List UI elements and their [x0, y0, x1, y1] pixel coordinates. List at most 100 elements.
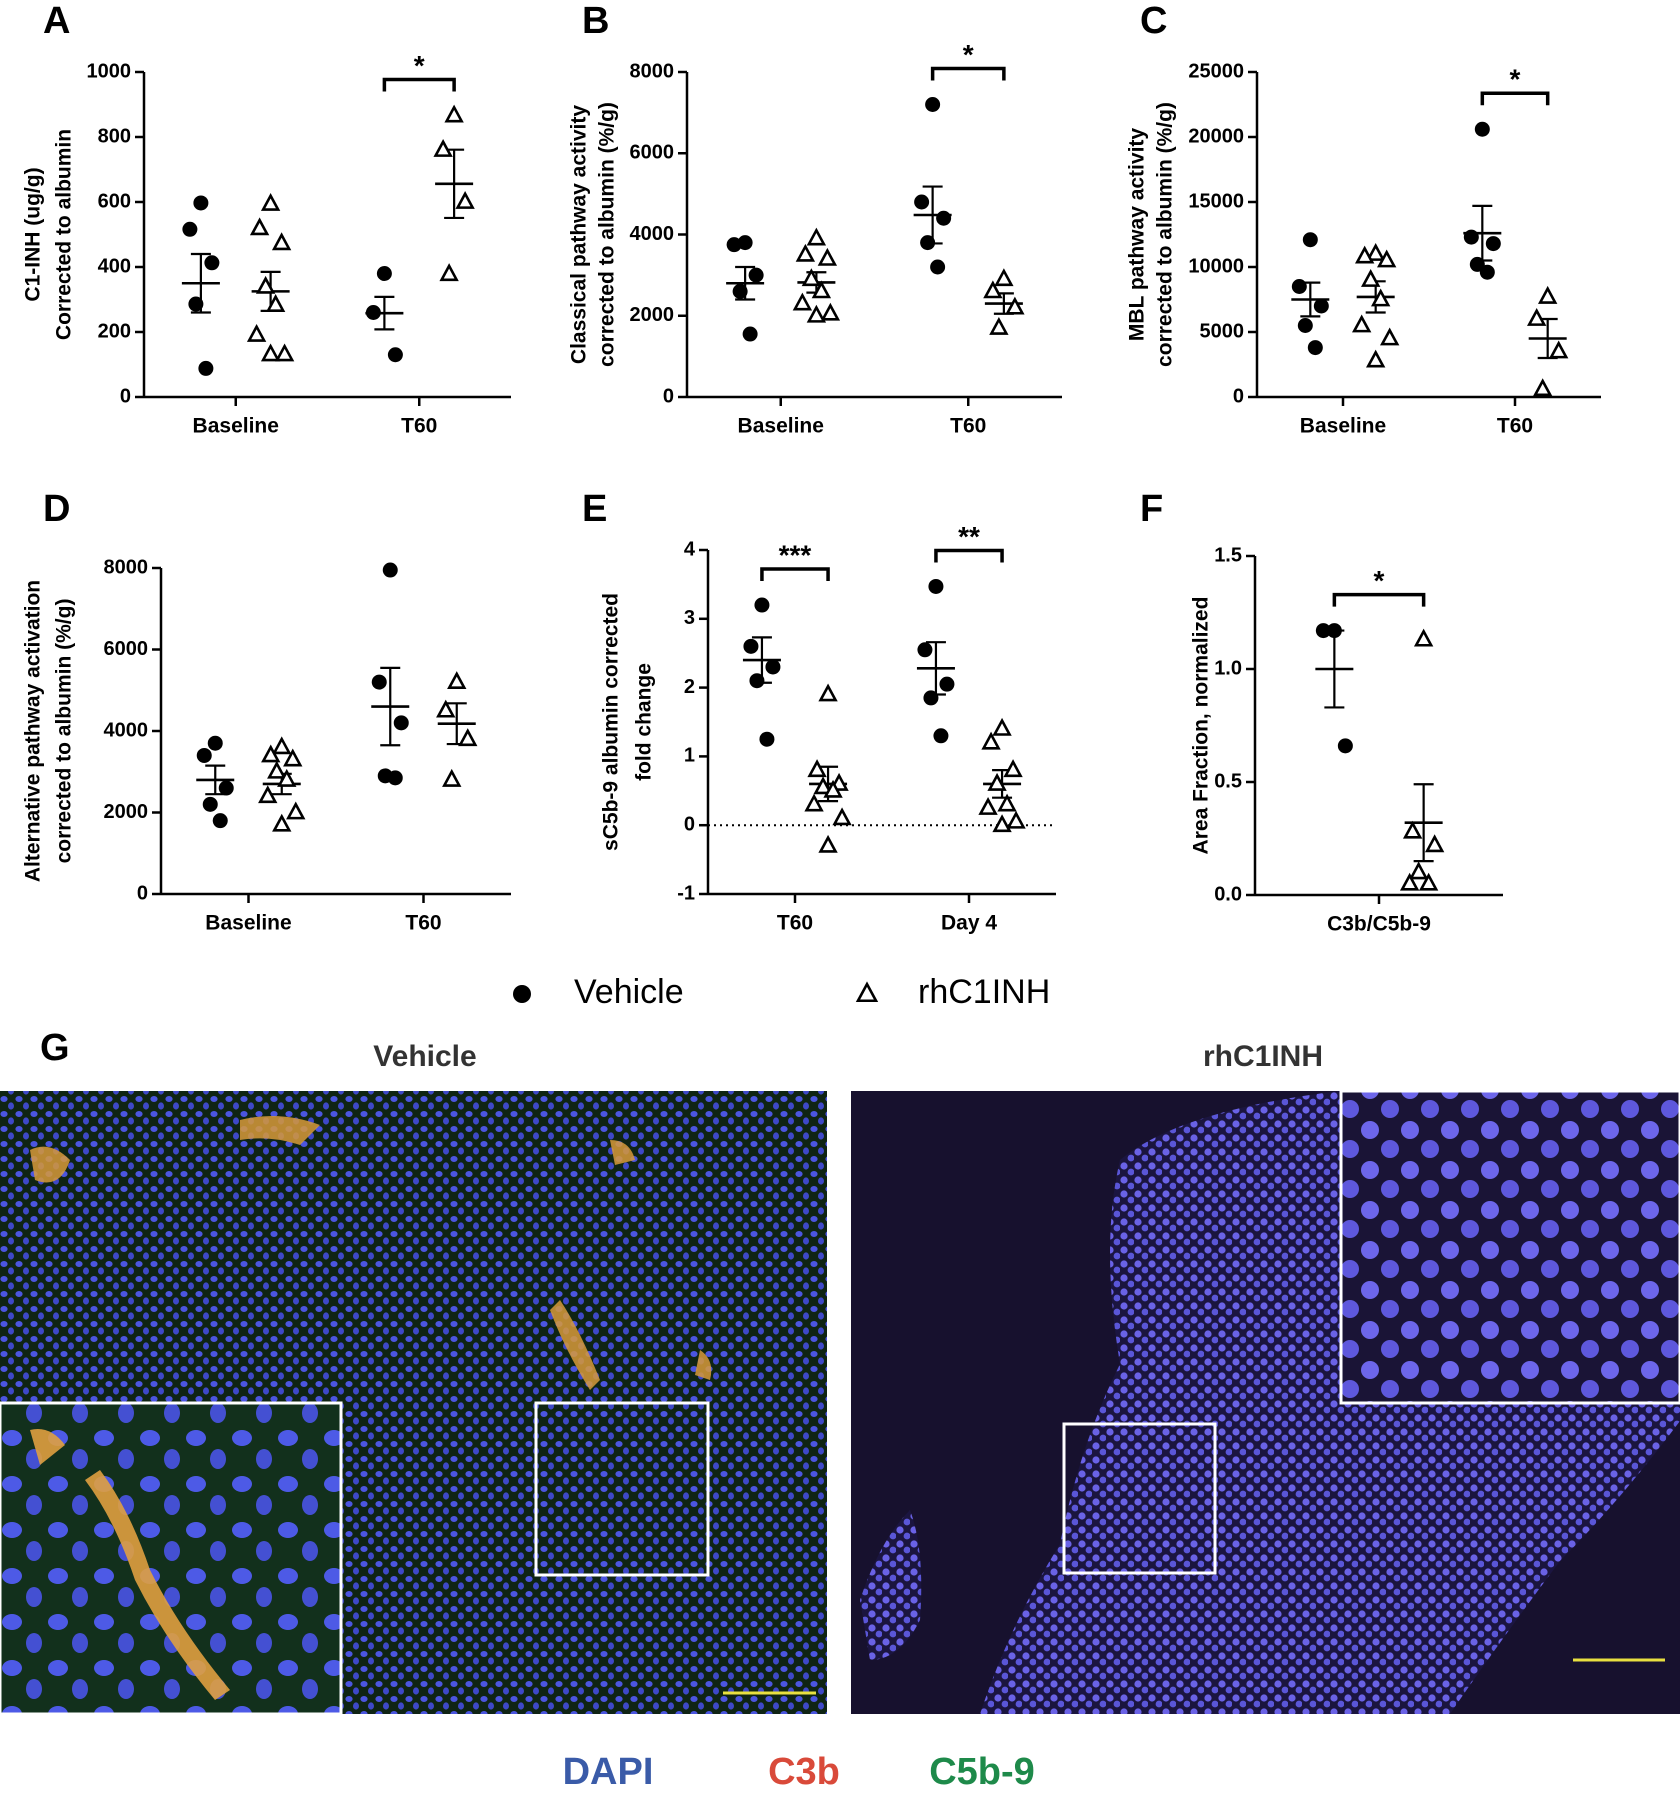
x-tick-label: Baseline: [205, 912, 291, 935]
y-tick-label: 1.5: [1214, 544, 1242, 566]
y-tick-label: 2000: [630, 304, 675, 326]
data-point: [983, 280, 1003, 299]
data-point: [255, 275, 276, 294]
data-point: [1485, 236, 1501, 252]
data-point: [1418, 872, 1439, 891]
rhc1inh-inset: [1339, 1089, 1680, 1405]
data-point: [218, 780, 234, 796]
data-point: [818, 834, 838, 853]
stain-label: DAPI: [563, 1751, 654, 1793]
data-point: [1537, 285, 1558, 304]
image-title: rhC1INH: [1203, 1040, 1323, 1073]
y-tick-label: 0: [684, 813, 695, 835]
data-point: [1548, 340, 1569, 359]
data-point: [260, 192, 281, 211]
panel-label: B: [582, 0, 609, 42]
data-point: [923, 690, 939, 706]
data-point: [1379, 327, 1400, 346]
data-point: [1413, 628, 1434, 647]
y-tick-label: 0.5: [1214, 770, 1242, 792]
y-tick-label: 5000: [1200, 320, 1245, 342]
data-point: [813, 776, 833, 795]
x-tick-label: T60: [1497, 415, 1533, 438]
y-tick-label: 400: [98, 255, 131, 277]
data-point: [1370, 288, 1391, 307]
y-axis-label: corrected to albumin (%/g): [53, 599, 76, 864]
tissue: [860, 1510, 922, 1660]
data-point: [925, 97, 941, 112]
data-point: [1351, 314, 1372, 333]
data-point: [387, 770, 403, 786]
x-tick-label: T60: [950, 415, 986, 438]
x-tick-label: Baseline: [1300, 415, 1386, 438]
data-point: [928, 578, 944, 594]
data-point: [1326, 623, 1342, 639]
data-point: [1003, 759, 1023, 778]
x-tick-label: Day 4: [941, 912, 997, 935]
x-tick-label: T60: [405, 912, 441, 935]
y-axis-label: Alternative pathway activation: [22, 580, 45, 882]
data-point: [1402, 820, 1423, 839]
y-tick-label: 1: [684, 745, 695, 767]
y-tick-label: 20000: [1188, 125, 1244, 147]
y-axis-label: Corrected to albumin: [53, 129, 76, 340]
data-point: [444, 104, 464, 123]
data-point: [1297, 318, 1313, 333]
data-point: [283, 748, 303, 767]
panel-label: G: [40, 1027, 70, 1069]
y-tick-label: 4000: [630, 223, 675, 245]
data-point: [917, 642, 933, 658]
data-point: [393, 715, 409, 731]
y-tick-label: 0: [137, 882, 148, 904]
data-point: [997, 793, 1017, 812]
data-point: [811, 280, 832, 299]
x-tick-label: Baseline: [193, 415, 279, 438]
significance-label: *: [414, 50, 425, 81]
y-tick-label: 2000: [104, 801, 149, 823]
data-point: [795, 243, 816, 262]
data-point: [1376, 249, 1397, 268]
data-point: [765, 659, 781, 675]
data-point: [447, 671, 467, 690]
data-point: [1399, 872, 1420, 891]
y-axis-label: MBL pathway activity: [1126, 128, 1149, 341]
inset-box: [1062, 1422, 1217, 1575]
data-point: [433, 139, 453, 157]
y-tick-label: 10000: [1188, 255, 1244, 277]
panel: C MBL pathway activity corrected to albumi…: [1126, 0, 1601, 438]
data-point: [823, 779, 843, 798]
data-point: [817, 247, 838, 266]
vehicle-inset: [0, 1401, 343, 1716]
data-point: [286, 801, 306, 820]
data-point: [1313, 298, 1329, 314]
significance-bracket: [1332, 592, 1426, 607]
image-title: Vehicle: [373, 1040, 476, 1073]
legend-marker: [855, 981, 879, 1003]
data-point: [260, 343, 281, 362]
data-point: [442, 768, 462, 787]
x-tick-label: T60: [777, 912, 813, 935]
data-point: [806, 304, 827, 323]
panel-label: F: [1140, 488, 1163, 530]
data-point: [193, 195, 209, 211]
y-axis-label: Classical pathway activity: [568, 105, 591, 364]
data-point: [1526, 308, 1547, 326]
y-tick-label: 2: [684, 676, 695, 698]
data-point: [261, 744, 281, 763]
data-point: [726, 237, 742, 253]
significance-bracket: [1480, 91, 1550, 106]
data-point: [914, 194, 930, 210]
panel: D Alternative pathway activation corrected…: [22, 488, 511, 935]
y-tick-label: 8000: [104, 556, 149, 578]
data-point: [933, 728, 949, 744]
significance-bracket: [934, 548, 1004, 563]
data-point: [759, 731, 775, 747]
data-point: [1307, 340, 1323, 356]
y-tick-label: 800: [98, 125, 131, 147]
y-tick-label: 1.0: [1214, 657, 1242, 679]
x-tick-label: T60: [401, 415, 437, 438]
y-tick-label: 8000: [630, 60, 675, 82]
data-point: [371, 674, 387, 690]
